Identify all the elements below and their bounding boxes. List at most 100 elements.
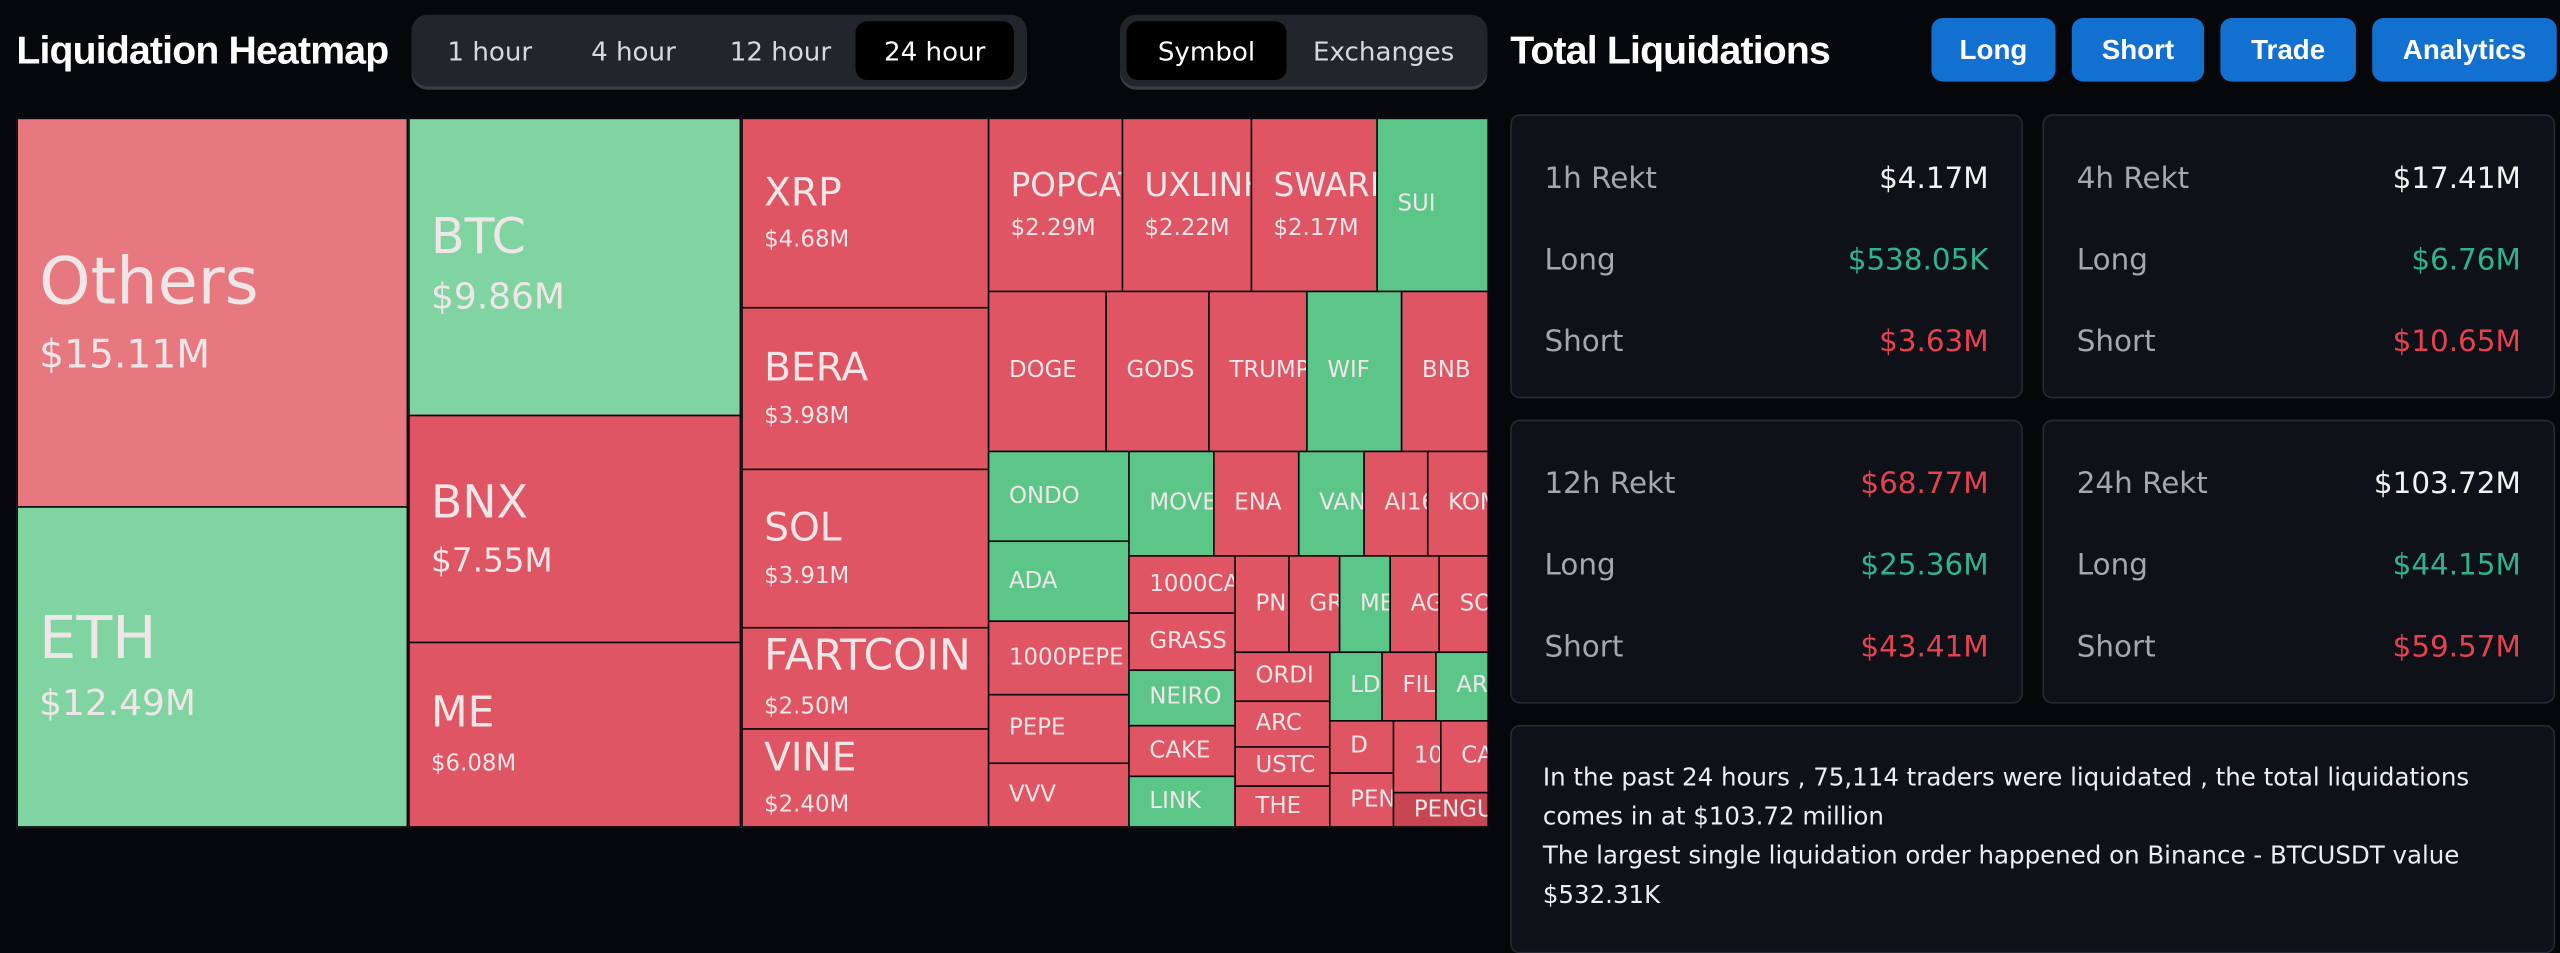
trade-button[interactable]: Trade <box>2220 17 2356 82</box>
treemap-cell[interactable]: DOGE <box>987 290 1107 453</box>
cell-value: $9.86M <box>431 278 565 320</box>
cell-symbol: PEPE <box>1008 715 1066 742</box>
treemap-cell[interactable]: GRASS <box>1128 612 1236 672</box>
rekt-row-long: Long $44.15M <box>2077 549 2521 583</box>
treemap-cell[interactable]: USTC <box>1234 746 1331 787</box>
rekt-row-short: Short $3.63M <box>1544 325 1988 359</box>
treemap-cell[interactable]: FARTCOIN $2.50M <box>741 626 990 730</box>
cell-symbol: ONDO <box>1008 483 1080 510</box>
treemap-cell[interactable]: GR <box>1288 555 1341 654</box>
rekt-value: $17.41M <box>2392 161 2521 196</box>
treemap-cell[interactable]: PENGU <box>1392 791 1489 828</box>
rekt-value: $3.63M <box>1879 324 1989 360</box>
treemap-cell[interactable]: LD <box>1328 651 1383 722</box>
rekt-label: 12h Rekt <box>1544 466 1676 502</box>
cell-symbol: ME <box>1359 590 1392 618</box>
treemap-cell[interactable]: 10 <box>1392 719 1442 794</box>
tab-24-hour[interactable]: 24 hour <box>855 21 1014 80</box>
tab-4-hour[interactable]: 4 hour <box>591 35 676 67</box>
cell-symbol: SO <box>1459 590 1489 618</box>
treemap-cell[interactable]: AI16 <box>1363 450 1429 557</box>
rekt-label: Long <box>2076 548 2148 583</box>
cell-symbol: GR <box>1309 590 1341 618</box>
treemap-cell[interactable]: XRP $4.68M <box>741 117 990 309</box>
treemap-cell[interactable]: LINK <box>1128 775 1236 828</box>
treemap-cell[interactable]: 1000CAT <box>1128 555 1236 614</box>
view-tabs: Symbol Exchanges <box>1119 14 1488 87</box>
rekt-label: Short <box>2076 630 2156 665</box>
treemap-cell[interactable]: POPCAT $2.29M <box>987 117 1124 293</box>
treemap-cell[interactable]: ORDI <box>1234 651 1331 703</box>
treemap-cell[interactable]: VAN <box>1297 450 1365 557</box>
cell-value: $2.22M <box>1144 215 1230 242</box>
treemap-cell[interactable]: WIF <box>1306 290 1403 453</box>
long-button[interactable]: Long <box>1931 17 2056 82</box>
treemap-cell[interactable]: PEPE <box>987 693 1130 765</box>
rekt-row-total: 24h Rekt $103.72M <box>2077 467 2521 501</box>
treemap-cell[interactable]: GODS <box>1105 290 1210 453</box>
treemap-cell[interactable]: CA <box>1439 719 1489 794</box>
treemap-cell[interactable]: D <box>1328 719 1395 774</box>
treemap-cell[interactable]: Others $15.11M <box>16 117 409 508</box>
treemap-cell[interactable]: THE <box>1234 785 1331 828</box>
treemap-cell[interactable]: MOVE <box>1128 450 1215 557</box>
cell-symbol: ADA <box>1008 568 1058 595</box>
cell-symbol: VAN <box>1319 490 1365 517</box>
treemap-cell[interactable]: ME <box>1338 555 1392 654</box>
treemap-cell[interactable]: 1000PEPE <box>987 620 1130 696</box>
tab-1-hour[interactable]: 1 hour <box>447 35 533 67</box>
treemap-cell[interactable]: SO <box>1438 555 1489 654</box>
treemap-cell[interactable]: BNB <box>1400 290 1489 453</box>
treemap-cell[interactable]: CAKE <box>1128 724 1236 778</box>
treemap-cell[interactable]: BTC $9.86M <box>408 117 742 417</box>
treemap-cell[interactable]: KOM <box>1426 450 1489 557</box>
tab-symbol[interactable]: Symbol <box>1126 21 1287 80</box>
treemap-cell[interactable]: AR <box>1435 651 1489 722</box>
treemap-cell[interactable]: SWARM $2.17M <box>1250 117 1378 293</box>
treemap-cell[interactable]: VINE $2.40M <box>741 728 990 828</box>
rekt-label: Short <box>1544 630 1624 665</box>
cell-symbol: BTC <box>431 208 526 267</box>
rekt-value: $44.15M <box>2392 548 2521 583</box>
cell-symbol: SOL <box>764 504 842 551</box>
rekt-row-total: 12h Rekt $68.77M <box>1544 467 1988 501</box>
cell-symbol: MOVE <box>1149 490 1215 517</box>
treemap-cell[interactable]: PEN <box>1328 772 1395 828</box>
treemap-cell[interactable]: ADA <box>987 540 1130 623</box>
rekt-row-total: 4h Rekt $17.41M <box>2077 162 2521 196</box>
treemap-cell[interactable]: ENA <box>1213 450 1300 557</box>
cell-symbol: AI16 <box>1384 490 1426 517</box>
treemap-cell[interactable]: PN <box>1234 555 1290 654</box>
treemap-cell[interactable]: ONDO <box>987 450 1130 543</box>
treemap-cell[interactable]: NEIRO <box>1128 669 1236 727</box>
rekt-label: Short <box>2076 324 2156 360</box>
rekt-value: $103.72M <box>2373 466 2521 502</box>
treemap-cell[interactable]: SOL $3.91M <box>741 468 990 629</box>
treemap-cell[interactable]: ARC <box>1234 700 1331 748</box>
treemap-cell[interactable]: SUI <box>1376 117 1489 293</box>
treemap-cell[interactable]: FIL <box>1381 651 1437 722</box>
rekt-label: Long <box>1544 243 1616 278</box>
cell-symbol: NEIRO <box>1149 684 1222 711</box>
tab-exchanges[interactable]: Exchanges <box>1313 35 1455 67</box>
treemap-cell[interactable]: VVV <box>987 762 1130 828</box>
treemap-cell[interactable]: ME $6.08M <box>408 641 742 828</box>
rekt-card: 4h Rekt $17.41M Long $6.76M Short $10.65M <box>2042 114 2556 399</box>
treemap-cell[interactable]: AG <box>1389 555 1440 654</box>
treemap-cell[interactable]: TRUMP <box>1208 290 1308 453</box>
treemap-cell[interactable]: BNX $7.55M <box>408 414 742 644</box>
short-button[interactable]: Short <box>2071 17 2205 82</box>
rekt-value: $25.36M <box>1860 548 1989 583</box>
cell-symbol: PENGU <box>1413 796 1489 823</box>
treemap-cell[interactable]: ETH $12.49M <box>16 506 409 828</box>
rekt-value: $6.76M <box>2411 243 2521 278</box>
tab-12-hour[interactable]: 12 hour <box>729 35 832 67</box>
analytics-button[interactable]: Analytics <box>2372 17 2557 82</box>
treemap-cell[interactable]: BERA $3.98M <box>741 306 990 471</box>
treemap-cell[interactable]: UXLINK $2.22M <box>1121 117 1253 293</box>
cell-symbol: PN <box>1255 590 1287 618</box>
summary-text: In the past 24 hours , 75,114 traders we… <box>1543 758 2539 915</box>
rekt-label: Long <box>2076 243 2148 278</box>
cell-symbol: LD <box>1350 673 1381 700</box>
cell-symbol: ARC <box>1255 710 1302 738</box>
